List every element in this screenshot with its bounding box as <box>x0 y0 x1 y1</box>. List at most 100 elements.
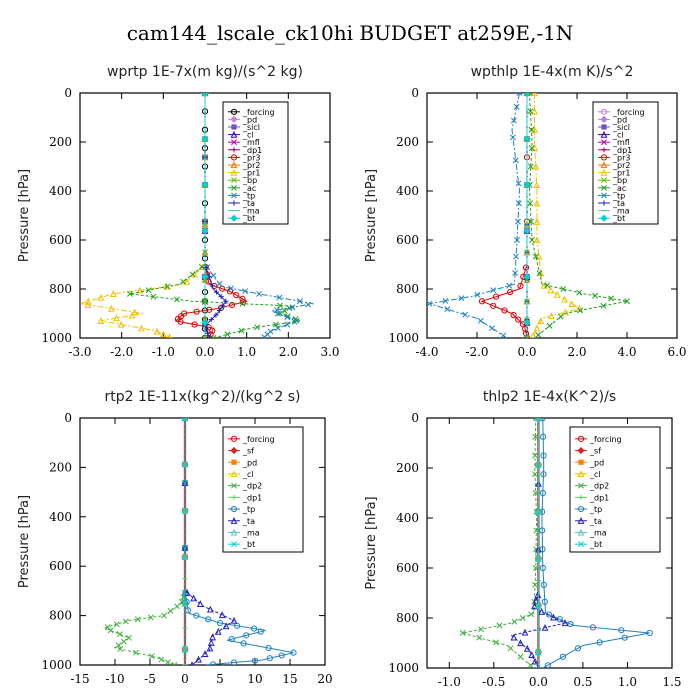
series-marker-dp2 <box>158 656 165 663</box>
legend: _forcing_pd_sicl_cl_mfl_dp1_pr3_pr2_pr1_… <box>222 101 289 225</box>
series-marker-bt <box>523 273 531 281</box>
legend-label: _ta <box>242 199 255 208</box>
legend-marker <box>231 200 237 206</box>
series-marker-bt <box>201 181 209 189</box>
legend-marker <box>231 177 237 184</box>
legend-marker <box>578 482 584 489</box>
series-group <box>103 418 297 665</box>
x-tick-label: 15 <box>282 672 297 686</box>
y-tick-label: 1000 <box>41 331 72 345</box>
series-marker-dp2 <box>532 452 538 459</box>
series-marker-ac <box>532 253 539 260</box>
figure-title: cam144_lscale_ck10hi BUDGET at259E,-1N <box>127 21 574 45</box>
x-tick-label: 0.5 <box>573 675 592 689</box>
y-tick-label: 1000 <box>388 331 419 345</box>
series-marker-ac <box>527 200 534 207</box>
legend-marker <box>600 154 608 161</box>
series-marker-pr1 <box>562 308 569 316</box>
series-marker-ta <box>541 623 549 631</box>
legend-marker <box>231 124 237 130</box>
legend-marker <box>601 124 607 130</box>
panel-3: rtp2 1E-11x(kg^2)/(kg^2 s) Pressure [hPa]… <box>17 389 333 686</box>
series-marker-tp <box>512 270 519 277</box>
series-marker-dp2 <box>134 616 141 623</box>
legend-label: _sicl <box>612 123 630 132</box>
legend-label: _cl <box>242 470 254 479</box>
panel-2: wpthlp 1E-4x(m K)/s^2 Pressure [hPa] -4.0 -… <box>364 64 687 359</box>
legend-marker <box>577 517 585 524</box>
legend-marker <box>600 168 608 176</box>
y-tick-label: 800 <box>49 282 72 296</box>
legend-label: _tp <box>612 191 625 200</box>
legend-label: _bt <box>242 540 255 549</box>
series-marker-tp <box>290 649 297 656</box>
series-marker-ta <box>183 589 191 596</box>
y-tick-label: 600 <box>49 233 72 247</box>
series-line-tp <box>204 93 314 338</box>
x-tick-label: 10 <box>247 672 262 686</box>
series-line-pr3 <box>174 93 248 338</box>
legend: _forcing _sf _pd _cl _dp2 _dp1 _tp _ta _ma _bt <box>222 426 304 553</box>
series-group <box>427 93 630 338</box>
series-marker-tp <box>589 624 597 631</box>
series-marker-tp <box>278 652 285 659</box>
series-marker-dp2 <box>107 627 114 634</box>
plot-frame <box>426 92 678 339</box>
legend-marker <box>231 147 237 153</box>
legend-marker <box>601 184 607 191</box>
legend-label: _bp <box>242 176 257 185</box>
legend-marker <box>578 494 584 500</box>
series-marker-tp <box>242 288 249 295</box>
series-marker-ac <box>546 322 553 329</box>
series-marker-ta <box>218 611 226 619</box>
series-marker-tp <box>444 306 451 313</box>
series-marker-pr3 <box>515 316 522 323</box>
series-marker-ac <box>528 218 535 225</box>
series-marker-ta <box>209 283 215 289</box>
series-marker-bt <box>201 93 209 97</box>
series-group <box>459 418 653 668</box>
series-marker-ac <box>145 287 152 294</box>
series-marker-pr1 <box>117 320 125 328</box>
legend-marker <box>230 115 238 123</box>
series-marker-ta <box>222 622 230 630</box>
series-marker-ta <box>205 330 211 337</box>
series-marker-dp2 <box>171 662 178 665</box>
x-tick-label: -4.0 <box>415 345 438 359</box>
series-marker-ac <box>544 282 551 289</box>
legend-label: _pr1 <box>242 169 260 178</box>
series-marker-pr1 <box>138 324 145 332</box>
series-marker-pr3 <box>191 321 198 328</box>
series-marker-tp <box>506 282 513 289</box>
legend-marker <box>231 541 237 548</box>
series-marker-tp <box>489 325 495 332</box>
legend-label: _pr1 <box>612 169 630 178</box>
legend-label: _bt <box>612 214 625 223</box>
legend-marker <box>601 139 607 146</box>
y-axis-label: Pressure [hPa] <box>17 495 32 588</box>
legend-marker <box>231 494 237 500</box>
legend-marker <box>577 528 585 536</box>
series-line-pr3 <box>480 93 528 338</box>
series-marker-ta <box>206 335 212 338</box>
series-marker-tp <box>274 325 281 332</box>
legend-label: _ma <box>589 528 607 537</box>
series-marker-dp2 <box>174 603 181 610</box>
series-line-pr1 <box>531 93 581 338</box>
legend-marker <box>577 446 585 455</box>
legend-marker <box>230 168 238 176</box>
series-marker-ac <box>527 108 534 115</box>
legend-marker <box>600 161 608 169</box>
series-marker-dp2 <box>493 639 499 646</box>
series-marker-pr3 <box>490 302 497 309</box>
series-marker-pr3 <box>478 298 486 305</box>
x-tick-label: 0.0 <box>195 345 214 359</box>
legend-marker <box>230 435 238 442</box>
series-marker-dp2 <box>496 622 503 629</box>
series-marker-tp <box>545 611 553 618</box>
legend-label: _forcing <box>589 435 622 444</box>
series-marker-tp <box>256 290 263 297</box>
x-tick-label: -15 <box>70 672 89 686</box>
legend-marker <box>601 147 607 153</box>
series-marker-bt <box>182 553 188 560</box>
